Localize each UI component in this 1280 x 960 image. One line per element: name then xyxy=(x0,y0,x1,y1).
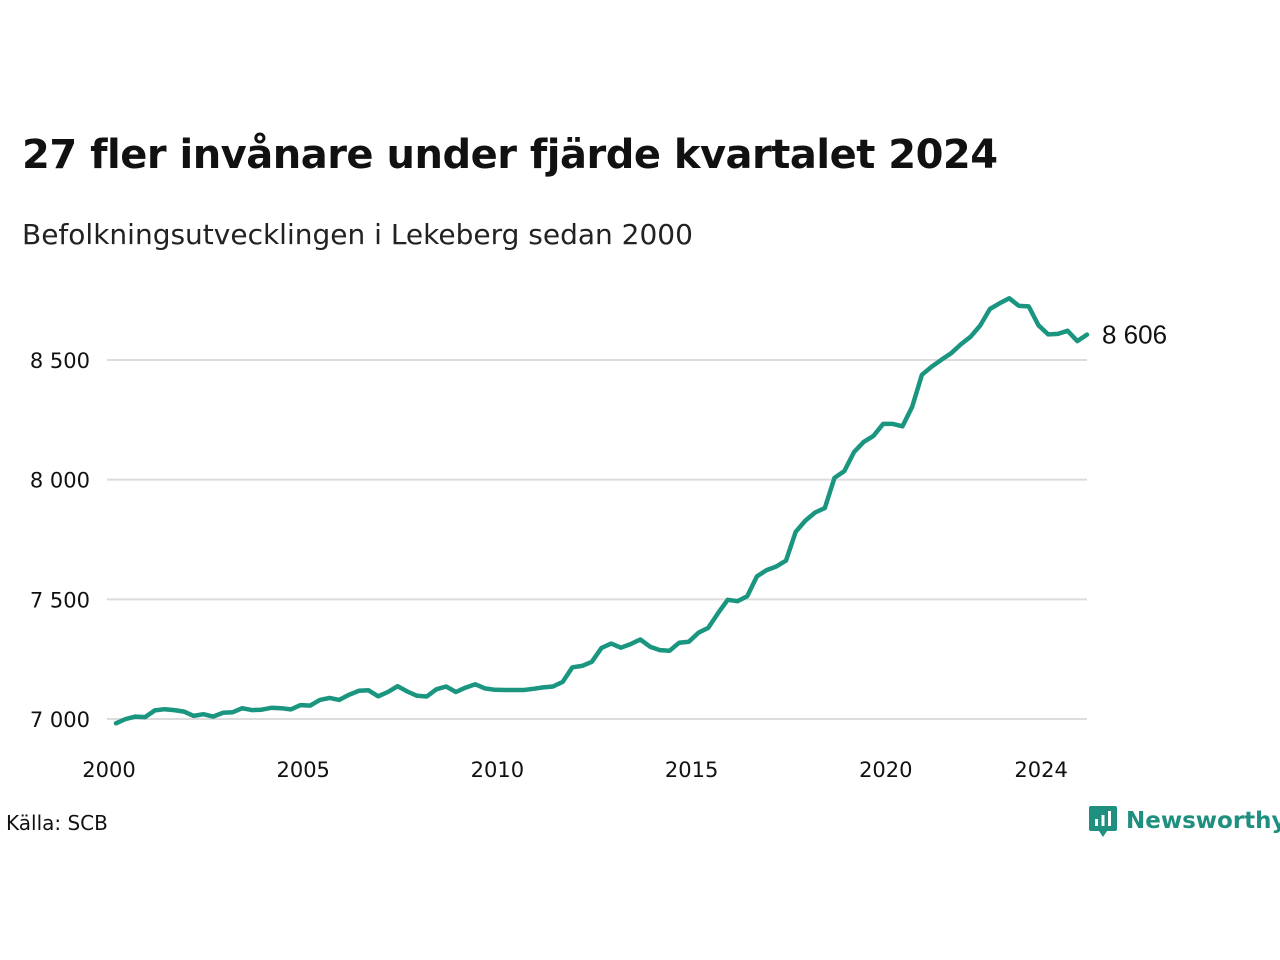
x-tick-label: 2010 xyxy=(471,758,524,782)
y-axis-tick-labels: 7 000 7 500 8 000 8 500 xyxy=(30,349,90,732)
x-tick-label: 2020 xyxy=(859,758,912,782)
x-tick-label: 2000 xyxy=(82,758,135,782)
y-tick-label: 7 000 xyxy=(30,708,90,732)
x-tick-label: 2005 xyxy=(276,758,329,782)
brand-name: Newsworthy xyxy=(1126,808,1280,834)
brand-logo: Newsworthy xyxy=(1088,804,1280,838)
x-tick-label: 2024 xyxy=(1014,758,1067,782)
source-note: Källa: SCB xyxy=(6,811,108,835)
x-axis-tick-labels: 2000 2005 2010 2015 2020 2024 xyxy=(82,758,1068,782)
gridlines xyxy=(107,359,1087,720)
newsworthy-logo-icon xyxy=(1089,806,1117,837)
y-tick-label: 7 500 xyxy=(30,588,90,612)
x-tick-label: 2015 xyxy=(665,758,718,782)
population-series-line xyxy=(113,296,1090,726)
chart-subtitle: Befolkningsutvecklingen i Lekeberg sedan… xyxy=(22,218,693,251)
end-value-label: 8 606 xyxy=(1102,320,1167,350)
chart-title: 27 fler invånare under fjärde kvartalet … xyxy=(22,132,998,178)
y-tick-label: 8 000 xyxy=(30,469,90,493)
y-tick-label: 8 500 xyxy=(30,349,90,373)
series-layer xyxy=(113,296,1090,726)
